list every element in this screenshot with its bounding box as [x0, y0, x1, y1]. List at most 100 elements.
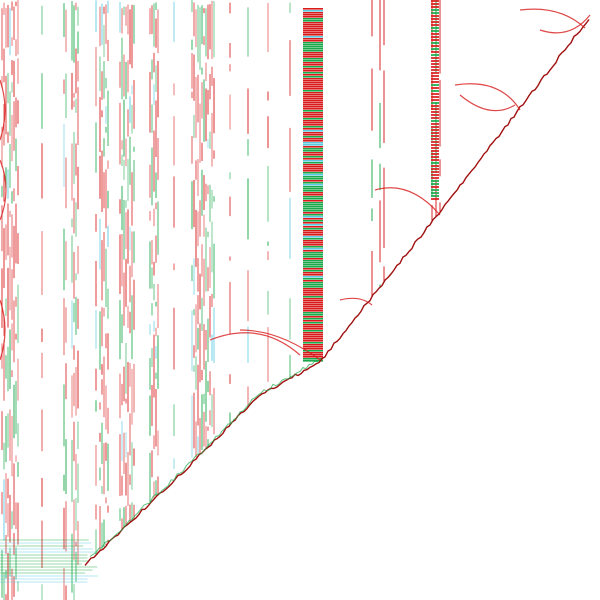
dense-column-band [303, 192, 323, 194]
dense-column-band [303, 220, 323, 222]
dense-column-band [303, 332, 323, 334]
dense-column-band [303, 214, 323, 216]
dense-column-band [431, 60, 439, 62]
dense-column-band [431, 177, 439, 179]
dense-column-band [303, 198, 323, 200]
dense-column-band [303, 128, 323, 130]
dense-column-band [303, 126, 323, 128]
dense-column-band [303, 78, 323, 80]
dense-column-band [303, 360, 323, 362]
dense-column-band [303, 314, 323, 316]
dense-column-band [303, 288, 323, 290]
dense-column-band [303, 80, 323, 82]
dense-column-band [303, 36, 323, 38]
dense-column-band [303, 74, 323, 76]
dense-column-band [303, 202, 323, 204]
dense-column-band [303, 326, 323, 328]
dense-column-band [303, 82, 323, 84]
dense-column-band [303, 146, 323, 148]
dense-column-band [303, 280, 323, 282]
dense-column-band [303, 356, 323, 358]
dense-column-band [303, 164, 323, 166]
dense-column-band [303, 44, 323, 46]
dense-column-band [303, 276, 323, 278]
dense-column-band [431, 3, 439, 5]
dense-column-band [303, 90, 323, 92]
dense-column-band [431, 48, 439, 50]
dense-column-band [303, 32, 323, 34]
dense-column-band [431, 57, 439, 59]
dense-column-band [431, 165, 439, 167]
dense-column-band [303, 120, 323, 122]
dense-column-band [303, 108, 323, 110]
dense-column-band [303, 290, 323, 292]
dense-column-band [303, 306, 323, 308]
dense-column-band [431, 198, 439, 200]
dense-column-band [303, 308, 323, 310]
dense-column-band [431, 174, 439, 176]
dense-column-band [431, 9, 439, 11]
dense-column-band [303, 176, 323, 178]
dense-column-band [303, 304, 323, 306]
dense-column-band [431, 114, 439, 116]
dense-column-band [303, 118, 323, 120]
dense-column-band [303, 98, 323, 100]
dense-column-band [431, 15, 439, 17]
dense-column-band [303, 254, 323, 256]
dense-column-band [431, 75, 439, 77]
dense-column-band [303, 60, 323, 62]
dense-column-band [303, 178, 323, 180]
dense-column-band [431, 27, 439, 29]
dense-column-band [303, 150, 323, 152]
dense-column-band [431, 186, 439, 188]
dense-column-band [431, 153, 439, 155]
dense-column-band [303, 200, 323, 202]
dense-column-band [303, 70, 323, 72]
dense-column-band [303, 148, 323, 150]
dense-column-band [431, 138, 439, 140]
dense-column-band [303, 238, 323, 240]
dense-column-band [303, 86, 323, 88]
dense-column-band [303, 350, 323, 352]
dense-column-band [303, 236, 323, 238]
dense-column-band [303, 258, 323, 260]
dense-column-band [303, 300, 323, 302]
dense-column-band [303, 274, 323, 276]
dense-column-band [303, 210, 323, 212]
dense-column-band [431, 72, 439, 74]
dense-column-band [431, 30, 439, 32]
dense-column-band [431, 123, 439, 125]
diagonal-boundary [84, 18, 590, 566]
dense-column-band [303, 294, 323, 296]
dense-column-band [303, 248, 323, 250]
dense-column-band [431, 189, 439, 191]
dense-column-band [431, 156, 439, 158]
dense-column-band [303, 346, 323, 348]
dense-column-band [431, 111, 439, 113]
dense-column-band [431, 66, 439, 68]
dense-column-band [303, 222, 323, 224]
dense-column-band [303, 264, 323, 266]
dense-column-band [303, 338, 323, 340]
dense-column-band [303, 336, 323, 338]
dense-column-band [303, 188, 323, 190]
dense-column-band [431, 45, 439, 47]
dense-column-band [303, 232, 323, 234]
dense-column-band [431, 102, 439, 104]
dense-column-band [303, 124, 323, 126]
dense-column-band [303, 272, 323, 274]
dense-column-band [431, 195, 439, 197]
dense-column-band [431, 87, 439, 89]
dense-column-band [303, 226, 323, 228]
dense-column-band [303, 56, 323, 58]
dense-column-band [303, 110, 323, 112]
dense-column-band [431, 69, 439, 71]
dense-column-band [303, 152, 323, 154]
dense-column-band [303, 216, 323, 218]
vertical-stripes-layer [1, 0, 441, 600]
dense-column-band [303, 12, 323, 14]
dense-column-band [303, 316, 323, 318]
dense-column-band [431, 144, 439, 146]
